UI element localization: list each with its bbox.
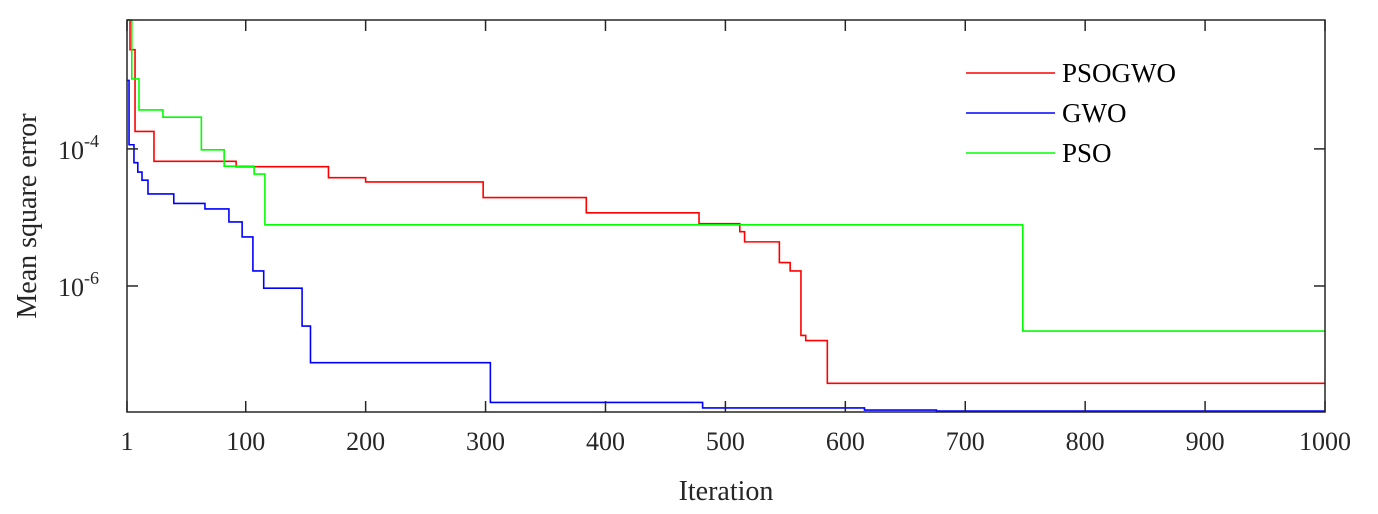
x-tick-label: 400: [586, 427, 625, 456]
legend: PSOGWO GWO PSO: [966, 58, 1176, 168]
series-lines: [127, 19, 1325, 412]
x-tick-label: 900: [1186, 427, 1225, 456]
x-tick-label: 1000: [1299, 427, 1351, 456]
x-axis-label: Iteration: [679, 476, 774, 507]
series-line-gwo: [127, 79, 1325, 412]
x-tick-label: 1: [121, 427, 134, 456]
series-line-psogwo: [127, 19, 1325, 385]
legend-label: GWO: [1062, 98, 1126, 128]
legend-label: PSO: [1062, 138, 1112, 168]
y-axis-label: Mean square error: [12, 113, 43, 319]
x-tick-label: 500: [706, 427, 745, 456]
x-tick-label: 200: [346, 427, 385, 456]
series-line-pso: [127, 19, 1325, 332]
x-tick-label: 100: [226, 427, 265, 456]
x-tick-label: 600: [826, 427, 865, 456]
y-tick-label: 10-4: [58, 131, 99, 165]
x-tick-label: 700: [946, 427, 985, 456]
x-tick-label: 800: [1066, 427, 1105, 456]
x-axis: 1 100 200 300 400 500 600 700 800 900 1000: [121, 20, 1351, 456]
x-tick-label: 300: [466, 427, 505, 456]
y-axis: 10-4 10-6: [58, 131, 1325, 302]
y-tick-label: 10-6: [58, 268, 99, 302]
legend-label: PSOGWO: [1062, 58, 1176, 88]
